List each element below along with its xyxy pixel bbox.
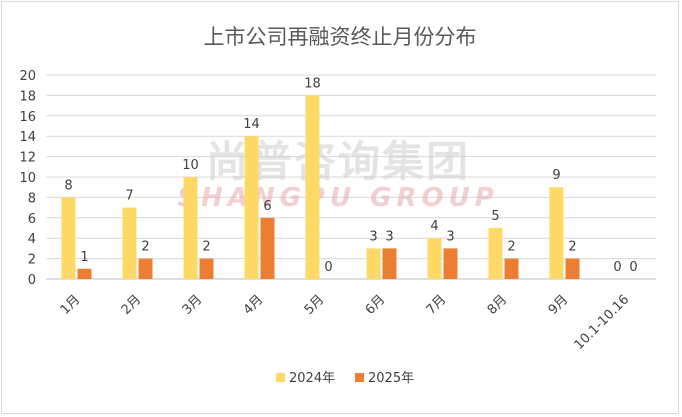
data-label: 9 [552, 168, 560, 183]
x-tick-label: 7月 [424, 292, 450, 318]
bar-2025年-2月 [138, 258, 153, 279]
data-label: 2 [568, 240, 576, 255]
data-label: 3 [385, 229, 393, 244]
bar-2025年-3月 [199, 258, 214, 279]
bar-2024年-1月 [61, 197, 76, 279]
bar-2025年-7月 [443, 248, 458, 279]
data-label: 3 [446, 229, 454, 244]
data-label: 7 [125, 189, 133, 204]
y-tick-label: 2 [28, 253, 36, 268]
data-label: 2 [141, 240, 149, 255]
legend-label: 2025年 [368, 371, 414, 386]
y-tick-label: 12 [19, 151, 36, 166]
y-tick-label: 14 [19, 130, 36, 145]
bar-2024年-8月 [488, 228, 503, 279]
data-label: 8 [64, 178, 72, 193]
x-tick-label: 9月 [546, 292, 572, 318]
data-label: 0 [324, 260, 332, 275]
data-label: 14 [243, 117, 260, 132]
y-tick-label: 0 [28, 273, 36, 288]
bar-2025年-4月 [260, 217, 275, 279]
y-tick-label: 10 [19, 171, 36, 186]
data-label: 0 [613, 260, 621, 275]
data-label: 2 [507, 240, 515, 255]
y-tick-label: 4 [28, 232, 36, 247]
bar-2024年-5月 [305, 95, 320, 280]
chart-title: 上市公司再融资终止月份分布 [204, 25, 477, 49]
data-label: 2 [202, 240, 210, 255]
x-axis: 1月 2月 3月 4月 5月 6月 7月 8月 9月 10.1-10.16 [58, 292, 633, 353]
bar-2024年-2月 [122, 207, 137, 279]
y-tick-label: 8 [28, 191, 36, 206]
data-label: 6 [263, 199, 271, 214]
bar-2025年-9月 [565, 258, 580, 279]
legend-swatch [355, 373, 364, 382]
x-tick-label: 8月 [485, 292, 511, 318]
y-axis: 0 2 4 6 8 10 12 14 16 18 20 [19, 69, 36, 288]
y-tick-label: 6 [28, 212, 36, 227]
x-tick-label: 2月 [119, 292, 145, 318]
bar-2025年-6月 [382, 248, 397, 279]
x-tick-label: 1月 [58, 292, 84, 318]
bar-2024年-3月 [183, 177, 198, 279]
x-tick-label: 6月 [363, 292, 389, 318]
legend: 2024年 2025年 [276, 371, 414, 386]
x-tick-label: 4月 [241, 292, 267, 318]
data-label: 4 [430, 219, 438, 234]
x-tick-label: 3月 [180, 292, 206, 318]
bar-2024年-9月 [549, 187, 564, 279]
y-tick-label: 18 [19, 89, 36, 104]
bar-2024年-7月 [427, 238, 442, 279]
legend-swatch [276, 373, 285, 382]
x-tick-label: 5月 [302, 292, 328, 318]
data-label: 0 [629, 260, 637, 275]
data-label: 10 [182, 158, 199, 173]
y-tick-label: 16 [19, 110, 36, 125]
bar-2024年-4月 [244, 136, 259, 279]
x-tick-label: 10.1-10.16 [572, 292, 633, 353]
data-label: 1 [80, 250, 88, 265]
bar-2024年-6月 [366, 248, 381, 279]
y-tick-label: 20 [19, 69, 36, 84]
watermark: 尚普咨询集团 SHANGPU GROUP [177, 137, 499, 213]
data-label: 5 [491, 209, 499, 224]
data-label: 18 [304, 76, 321, 91]
bars [61, 95, 580, 280]
legend-label: 2024年 [289, 371, 335, 386]
bar-2025年-1月 [77, 268, 92, 279]
bar-2025年-8月 [504, 258, 519, 279]
data-label: 3 [369, 229, 377, 244]
watermark-en: SHANGPU GROUP [177, 183, 499, 213]
